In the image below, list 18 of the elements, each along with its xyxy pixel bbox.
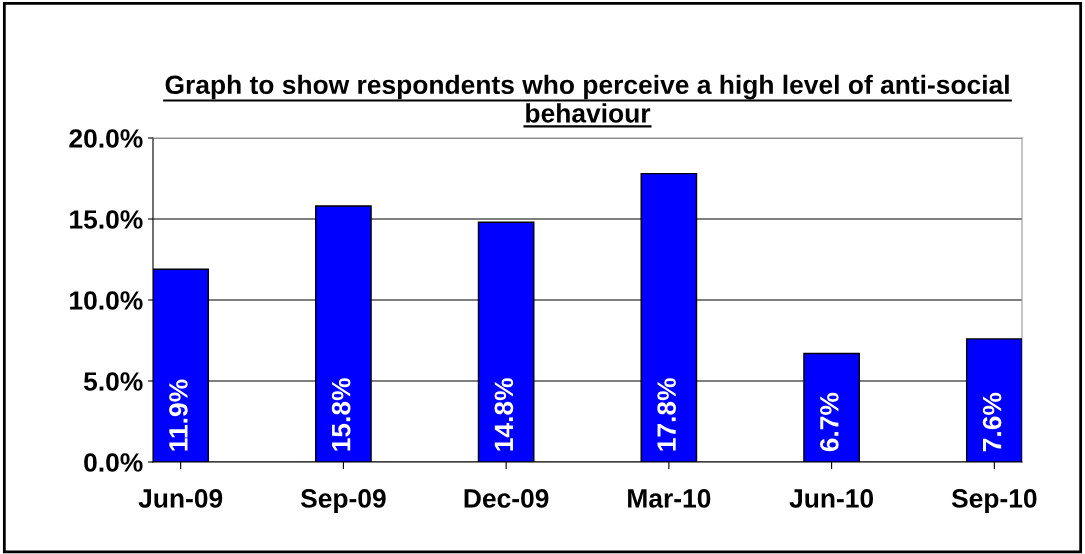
data-label: 17.8% — [657, 378, 676, 451]
y-tick-label: 5.0% — [83, 372, 143, 391]
x-tick-label: Mar-10 — [628, 489, 711, 508]
x-tick-label: Jun-10 — [789, 489, 874, 508]
chart-title: Graph to show respondents who perceive a high level of anti-social behaviour — [165, 74, 1009, 123]
x-tick-label: Sep-10 — [951, 489, 1037, 513]
data-label: 6.7% — [820, 392, 839, 452]
data-label: 11.9% — [169, 379, 188, 451]
data-label: 15.8% — [331, 378, 351, 451]
data-label: 7.6% — [982, 392, 1002, 452]
y-tick-label: 20.0% — [69, 129, 143, 148]
y-tick-label: 10.0% — [70, 291, 143, 310]
data-label: 14.8% — [494, 378, 514, 451]
x-tick-label: Dec-09 — [464, 489, 549, 508]
y-tick-label: 0.0% — [84, 453, 143, 472]
y-tick-label: 15.0% — [70, 210, 143, 229]
x-tick-label: Sep-09 — [300, 489, 386, 513]
x-tick-label: Jun-09 — [138, 489, 223, 508]
